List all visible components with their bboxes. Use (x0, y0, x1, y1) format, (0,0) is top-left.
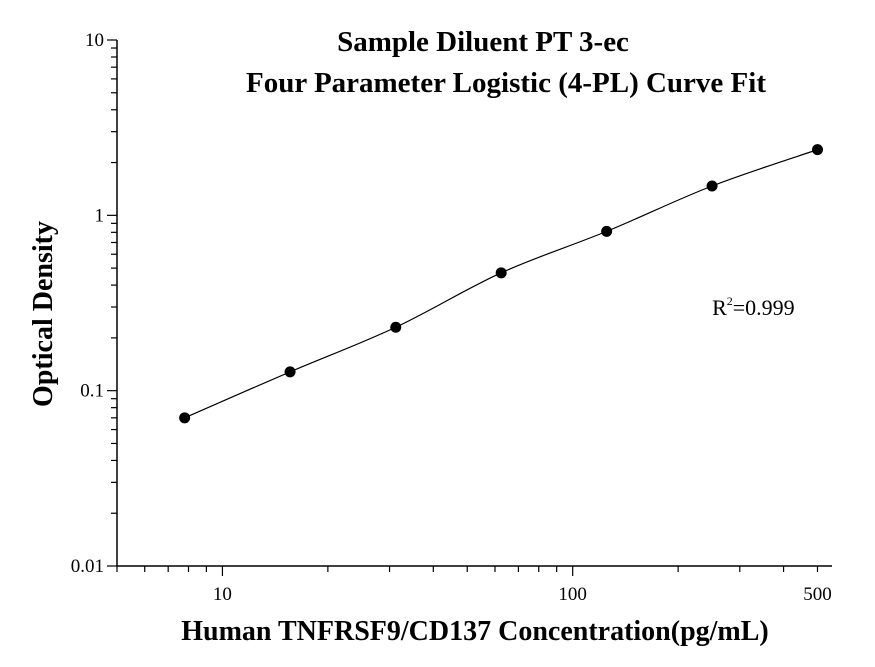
plot-area: 0.01 0.1 1 10 10 100 500 R2=0.999 (71, 30, 832, 605)
r-squared-superscript: 2 (727, 294, 733, 308)
data-point (179, 412, 191, 424)
y-tick-label: 0.01 (71, 556, 104, 577)
y-tick-label: 1 (95, 205, 105, 226)
data-point (601, 225, 613, 237)
data-point (495, 267, 507, 279)
r-squared-annotation: R2=0.999 (712, 294, 795, 320)
y-tick-label: 10 (85, 30, 104, 51)
data-point (706, 180, 718, 192)
data-point (284, 366, 296, 378)
chart-title-line1: Sample Diluent PT 3-ec (337, 26, 629, 58)
x-tick-label: 100 (558, 584, 587, 605)
data-point (812, 144, 824, 156)
r-squared-value: =0.999 (733, 295, 795, 320)
data-point (390, 321, 402, 333)
y-axis-title: Optical Density (28, 221, 59, 407)
x-tick-label: 10 (213, 584, 232, 605)
y-tick-label: 0.1 (80, 381, 104, 402)
chart-title-line2: Four Parameter Logistic (4-PL) Curve Fit (246, 67, 766, 99)
x-axis-title: Human TNFRSF9/CD137 Concentration(pg/mL) (181, 616, 769, 647)
r-squared-base: R (712, 295, 727, 320)
x-tick-label: 500 (803, 584, 832, 605)
fit-curve (184, 149, 818, 419)
